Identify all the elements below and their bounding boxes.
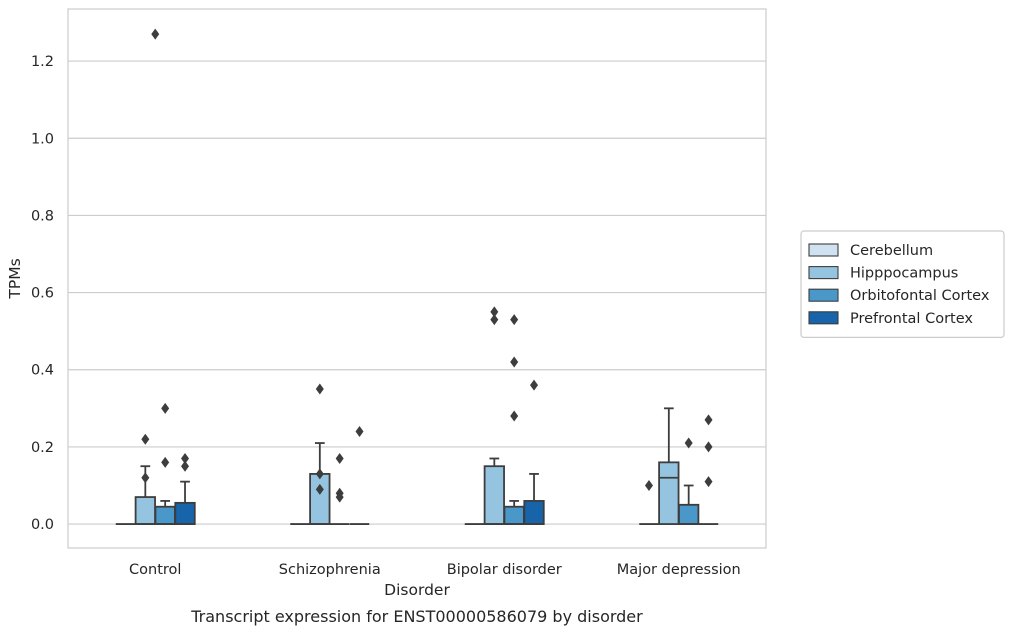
outlier-point: [335, 491, 344, 503]
x-tick-label: Control: [129, 562, 181, 578]
y-tick-label: 0.2: [31, 440, 54, 456]
outlier-point: [315, 483, 324, 495]
x-tick-labels: Control Schizophrenia Bipolar disorder Majo…: [129, 562, 741, 578]
box-0-3: [639, 479, 659, 525]
box-iqr: [658, 461, 680, 525]
y-tick-label: 0.6: [31, 286, 54, 302]
legend-frame: [800, 230, 1005, 339]
box-iqr: [154, 505, 176, 525]
outlier-point: [181, 460, 190, 472]
box-3-2: [523, 379, 545, 525]
outlier-point: [181, 452, 190, 464]
outlier-point: [355, 425, 364, 437]
chart-caption: Transcript expression for ENST0000058607…: [190, 607, 643, 626]
plot-frame: [67, 8, 767, 549]
outlier-point: [510, 356, 519, 368]
box-iqr: [134, 496, 156, 525]
y-gridlines: [68, 60, 766, 525]
box-1-2: [483, 306, 505, 525]
y-tick-label: 0.8: [31, 208, 54, 224]
outlier-point: [704, 476, 713, 488]
outlier-point: [704, 441, 713, 453]
outlier-point: [490, 306, 499, 318]
legend-swatch: [808, 311, 839, 325]
x-axis-title: Disorder: [384, 581, 450, 599]
outlier-point: [161, 456, 170, 468]
outlier-point: [151, 28, 160, 40]
outlier-point: [161, 402, 170, 414]
outlier-point: [141, 433, 150, 445]
legend-swatch: [808, 243, 839, 257]
box-iqr: [309, 473, 331, 525]
legend: Cerebellum Hipppocampus Orbitofontal Corte…: [800, 230, 1005, 339]
outlier-point: [315, 383, 324, 395]
box-iqr: [523, 500, 545, 525]
box-3-3: [698, 414, 719, 525]
plot-marks: [115, 28, 719, 525]
outlier-point: [530, 379, 539, 391]
y-tick-label: 0.0: [31, 517, 54, 533]
y-tick-labels: 0.0 0.2 0.4 0.6 0.8 1.0 1.2: [31, 54, 54, 533]
box-1-3: [658, 407, 680, 525]
x-tick-label: Major depression: [617, 562, 741, 578]
y-axis-title: TPMs: [6, 258, 24, 299]
y-tick-label: 1.2: [31, 54, 54, 70]
outlier-point: [684, 437, 693, 449]
box-3-0: [174, 452, 196, 525]
legend-swatch: [808, 288, 839, 302]
y-tick-label: 0.4: [31, 363, 54, 379]
box-iqr: [483, 465, 505, 525]
legend-label: Orbitofontal Cortex: [850, 288, 990, 304]
legend-label: Hipppocampus: [850, 266, 958, 282]
box-iqr: [503, 505, 525, 525]
y-tick-label: 1.0: [31, 131, 54, 147]
legend-label: Prefrontal Cortex: [850, 311, 973, 327]
box-iqr: [174, 501, 196, 525]
outlier-point: [644, 479, 653, 491]
box-iqr: [678, 503, 700, 525]
box-1-1: [309, 383, 331, 525]
box-1-0: [134, 433, 156, 525]
outlier-point: [315, 468, 324, 480]
x-tick-label: Schizophrenia: [279, 562, 381, 578]
box-3-1: [349, 425, 370, 525]
box-2-2: [503, 314, 525, 525]
outlier-point: [510, 314, 519, 326]
outlier-point: [510, 410, 519, 422]
box-2-0: [154, 402, 176, 525]
legend-swatch: [808, 266, 839, 280]
outlier-point: [704, 414, 713, 426]
box-2-3: [678, 437, 700, 525]
legend-label: Cerebellum: [850, 243, 933, 259]
outlier-point: [141, 472, 150, 484]
outlier-point: [335, 452, 344, 464]
x-tick-label: Bipolar disorder: [447, 562, 562, 578]
box-2-1: [329, 452, 350, 525]
outlier-point: [490, 314, 499, 326]
